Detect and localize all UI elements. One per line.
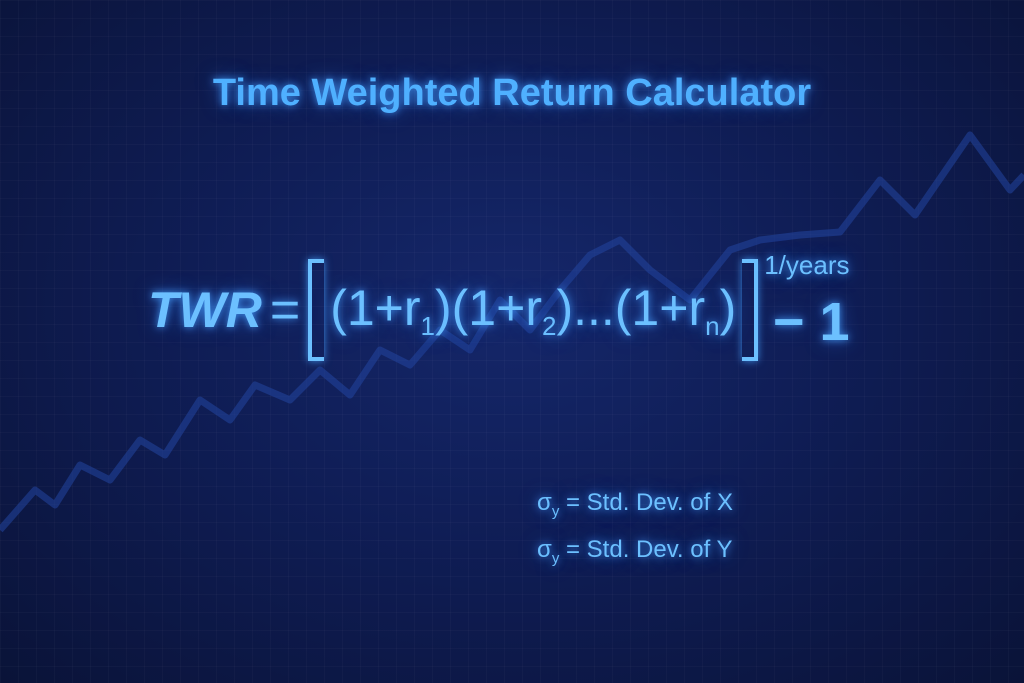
definition-x: σy = Std. Dev. of X	[537, 484, 733, 531]
left-bracket	[308, 259, 325, 361]
definition-text: = Std. Dev. of X	[559, 489, 733, 516]
formula-lhs: TWR	[148, 282, 262, 338]
term-2-sub: 2	[541, 310, 557, 341]
definition-text: = Std. Dev. of Y	[559, 535, 733, 563]
term-2-close: )	[556, 279, 574, 336]
definitions: σy = Std. Dev. of X σy = Std. Dev. of Y	[537, 484, 733, 578]
term-2: (1+r	[451, 279, 542, 336]
zigzag-trend-line	[0, 131, 1024, 533]
formula-minus-one: − 1	[772, 292, 850, 352]
term-1-sub: 1	[420, 310, 435, 341]
term-1: (1+r	[330, 279, 421, 336]
right-bracket	[742, 259, 759, 361]
formula-tail: 1/years − 1	[764, 250, 849, 370]
sigma-sub: y	[551, 549, 560, 567]
formula-product: (1+r1)(1+r2)...(1+rn)	[330, 279, 736, 342]
term-n: (1+r	[614, 279, 706, 336]
twr-formula: TWR = (1+r1)(1+r2)...(1+rn) 1/years − 1	[148, 250, 849, 370]
sigma-symbol: σ	[537, 489, 552, 516]
formula-equals: =	[269, 281, 301, 339]
definition-y: σy = Std. Dev. of Y	[537, 531, 733, 578]
sigma-symbol: σ	[537, 535, 552, 563]
page-title: Time Weighted Return Calculator	[212, 72, 812, 114]
term-n-close: )	[719, 279, 737, 336]
formula-exponent: 1/years	[764, 250, 850, 280]
term-n-sub: n	[705, 310, 720, 341]
sigma-sub: y	[551, 502, 560, 520]
ellipsis: ...	[573, 279, 615, 336]
term-1-close: )	[435, 279, 452, 336]
